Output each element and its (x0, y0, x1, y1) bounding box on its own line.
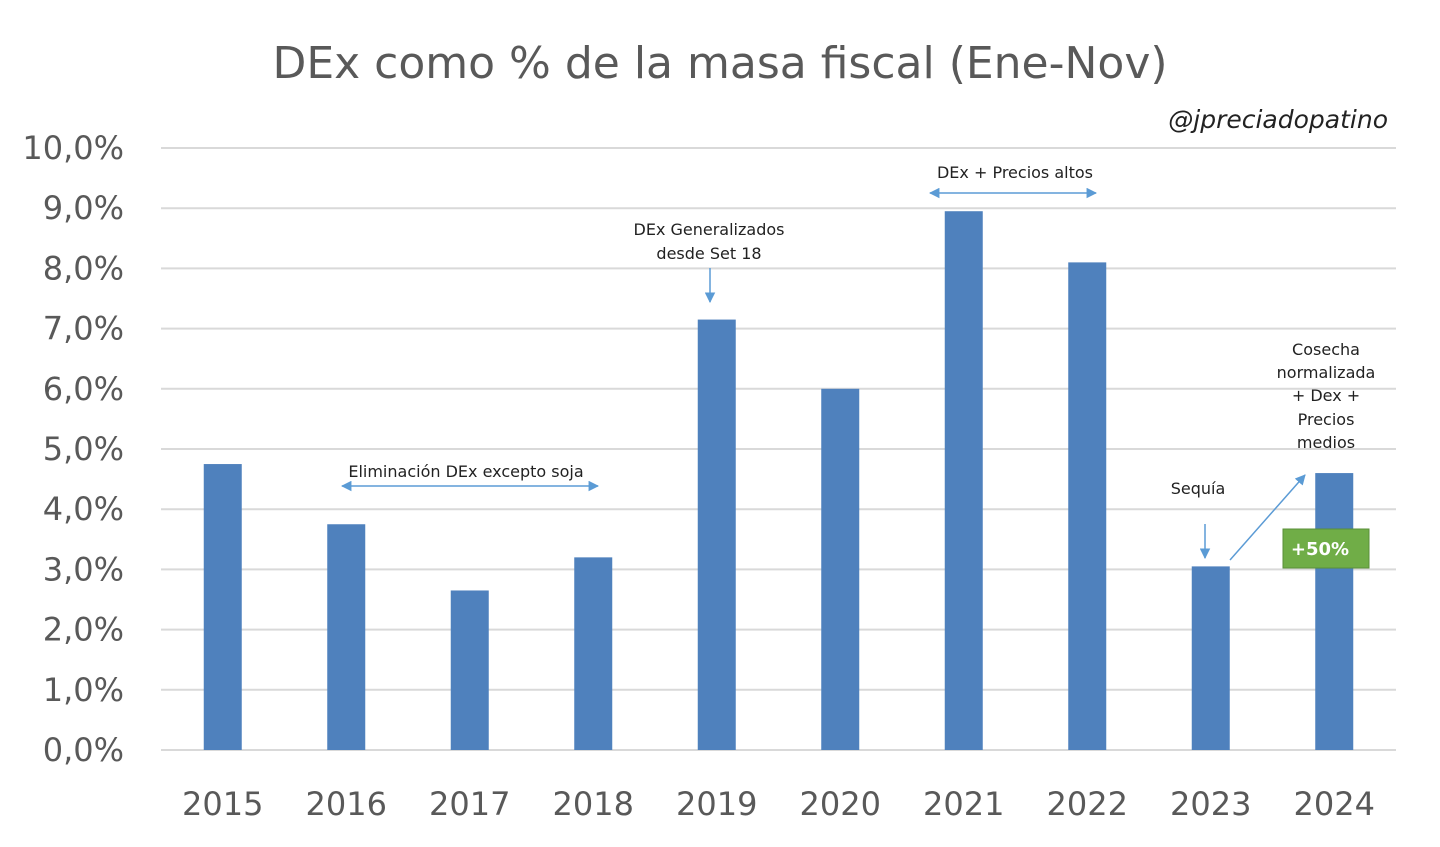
x-tick-label: 2022 (1047, 785, 1128, 823)
author-handle: @jpreciadopatino (1168, 105, 1388, 134)
y-tick-label: 9,0% (43, 189, 124, 227)
y-tick-label: 4,0% (43, 490, 124, 528)
bar-2024 (1315, 473, 1354, 750)
y-tick-label: 2,0% (43, 611, 124, 649)
annotation-eliminacion: Eliminación DEx excepto soja (348, 462, 583, 481)
annotation-generalizados-line2: desde Set 18 (656, 244, 761, 263)
annotation-cosecha-line4: Precios (1298, 410, 1355, 429)
annotation-cosecha-line2: normalizada (1277, 363, 1376, 382)
annotation-arrows (340, 187, 1306, 561)
y-tick-label: 8,0% (43, 249, 124, 287)
y-tick-label: 0,0% (43, 731, 124, 769)
bar-2016 (327, 524, 366, 750)
increase-badge-box (1282, 528, 1370, 569)
y-tick-label: 10,0% (22, 129, 124, 167)
x-axis-ticks: 2015 2016 2017 2018 2019 2020 2021 2022 2023 2024 (182, 785, 1375, 823)
bar-2015 (203, 464, 242, 750)
y-tick-label: 3,0% (43, 550, 124, 588)
bar-2017 (450, 590, 489, 750)
y-tick-label: 1,0% (43, 671, 124, 709)
bar-2019 (697, 319, 736, 750)
increase-badge: +50% (1282, 528, 1370, 569)
x-tick-label: 2020 (800, 785, 881, 823)
arrow-increase (1229, 474, 1306, 561)
y-tick-label: 5,0% (43, 430, 124, 468)
y-tick-label: 6,0% (43, 370, 124, 408)
annotation-generalizados-line1: DEx Generalizados (634, 220, 785, 239)
x-tick-label: 2015 (182, 785, 263, 823)
x-tick-label: 2016 (306, 785, 387, 823)
bar-2021 (944, 211, 983, 750)
annotation-cosecha-line5: medios (1297, 433, 1355, 452)
bar-2018 (574, 557, 613, 750)
annotation-cosecha-line1: Cosecha (1292, 340, 1360, 359)
y-axis-ticks: 0,0% 1,0% 2,0% 3,0% 4,0% 5,0% 6,0% 7,0% 8,0% 9,0%… (22, 129, 124, 769)
x-tick-label: 2019 (676, 785, 757, 823)
y-tick-label: 7,0% (43, 310, 124, 348)
x-tick-label: 2021 (923, 785, 1004, 823)
chart-title: DEx como % de la masa fiscal (Ene-Nov) (272, 38, 1167, 89)
x-tick-label: 2024 (1294, 785, 1375, 823)
annotation-cosecha-line3: + Dex + (1292, 386, 1360, 405)
x-tick-label: 2018 (553, 785, 634, 823)
x-tick-label: 2023 (1170, 785, 1251, 823)
bars (203, 211, 1354, 750)
bar-2022 (1068, 262, 1107, 750)
annotation-precios-altos: DEx + Precios altos (937, 163, 1093, 182)
x-tick-label: 2017 (429, 785, 510, 823)
gridlines (161, 147, 1396, 751)
bar-2023 (1191, 566, 1230, 750)
bar-2020 (821, 388, 860, 750)
annotation-sequia: Sequía (1171, 479, 1226, 498)
increase-badge-label: +50% (1291, 539, 1349, 560)
